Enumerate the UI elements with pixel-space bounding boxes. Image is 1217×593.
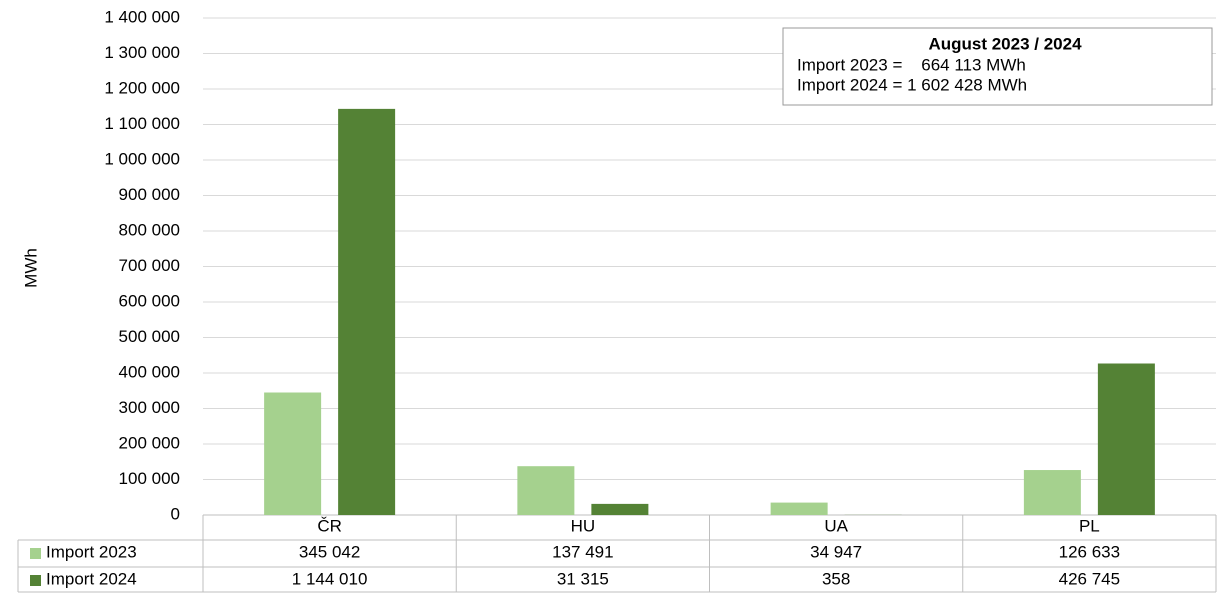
data-label: 126 633 (1059, 542, 1120, 561)
legend-key (30, 575, 41, 586)
y-tick-label: 1 300 000 (104, 43, 180, 62)
bar (1097, 363, 1155, 515)
legend-label: Import 2023 (46, 542, 137, 561)
y-tick-label: 1 000 000 (104, 149, 180, 168)
x-tick-label: HU (571, 516, 596, 535)
data-label: 31 315 (557, 569, 609, 588)
legend-label: Import 2024 (46, 569, 137, 588)
y-tick-label: 400 000 (119, 362, 180, 381)
data-label: 137 491 (552, 542, 613, 561)
bar (770, 502, 828, 515)
y-tick-label: 0 (171, 504, 180, 523)
data-label: 1 144 010 (292, 569, 368, 588)
x-tick-label: PL (1079, 516, 1100, 535)
y-tick-label: 1 100 000 (104, 114, 180, 133)
bar (1023, 470, 1081, 515)
y-tick-label: 1 400 000 (104, 7, 180, 26)
annotation-box (782, 27, 1213, 106)
y-tick-label: 300 000 (119, 398, 180, 417)
data-label: 345 042 (299, 542, 360, 561)
data-label: 358 (822, 569, 850, 588)
bar (591, 503, 649, 515)
annotation-title: August 2023 / 2024 (928, 34, 1082, 53)
y-tick-label: 500 000 (119, 327, 180, 346)
y-axis-label: MWh (21, 248, 40, 288)
y-tick-label: 100 000 (119, 469, 180, 488)
x-tick-label: ČR (317, 516, 342, 535)
y-tick-label: 900 000 (119, 185, 180, 204)
annotation-line: Import 2023 = 664 113 MWh (797, 55, 1026, 74)
data-label: 426 745 (1059, 569, 1120, 588)
y-tick-label: 700 000 (119, 256, 180, 275)
y-tick-label: 800 000 (119, 220, 180, 239)
y-tick-label: 1 200 000 (104, 78, 180, 97)
annotation-line: Import 2024 = 1 602 428 MWh (797, 75, 1027, 94)
x-tick-label: UA (824, 516, 848, 535)
y-tick-label: 600 000 (119, 291, 180, 310)
data-label: 34 947 (810, 542, 862, 561)
bar (517, 466, 575, 515)
bar (264, 392, 322, 515)
y-tick-label: 200 000 (119, 433, 180, 452)
bar (338, 108, 396, 515)
legend-key (30, 548, 41, 559)
